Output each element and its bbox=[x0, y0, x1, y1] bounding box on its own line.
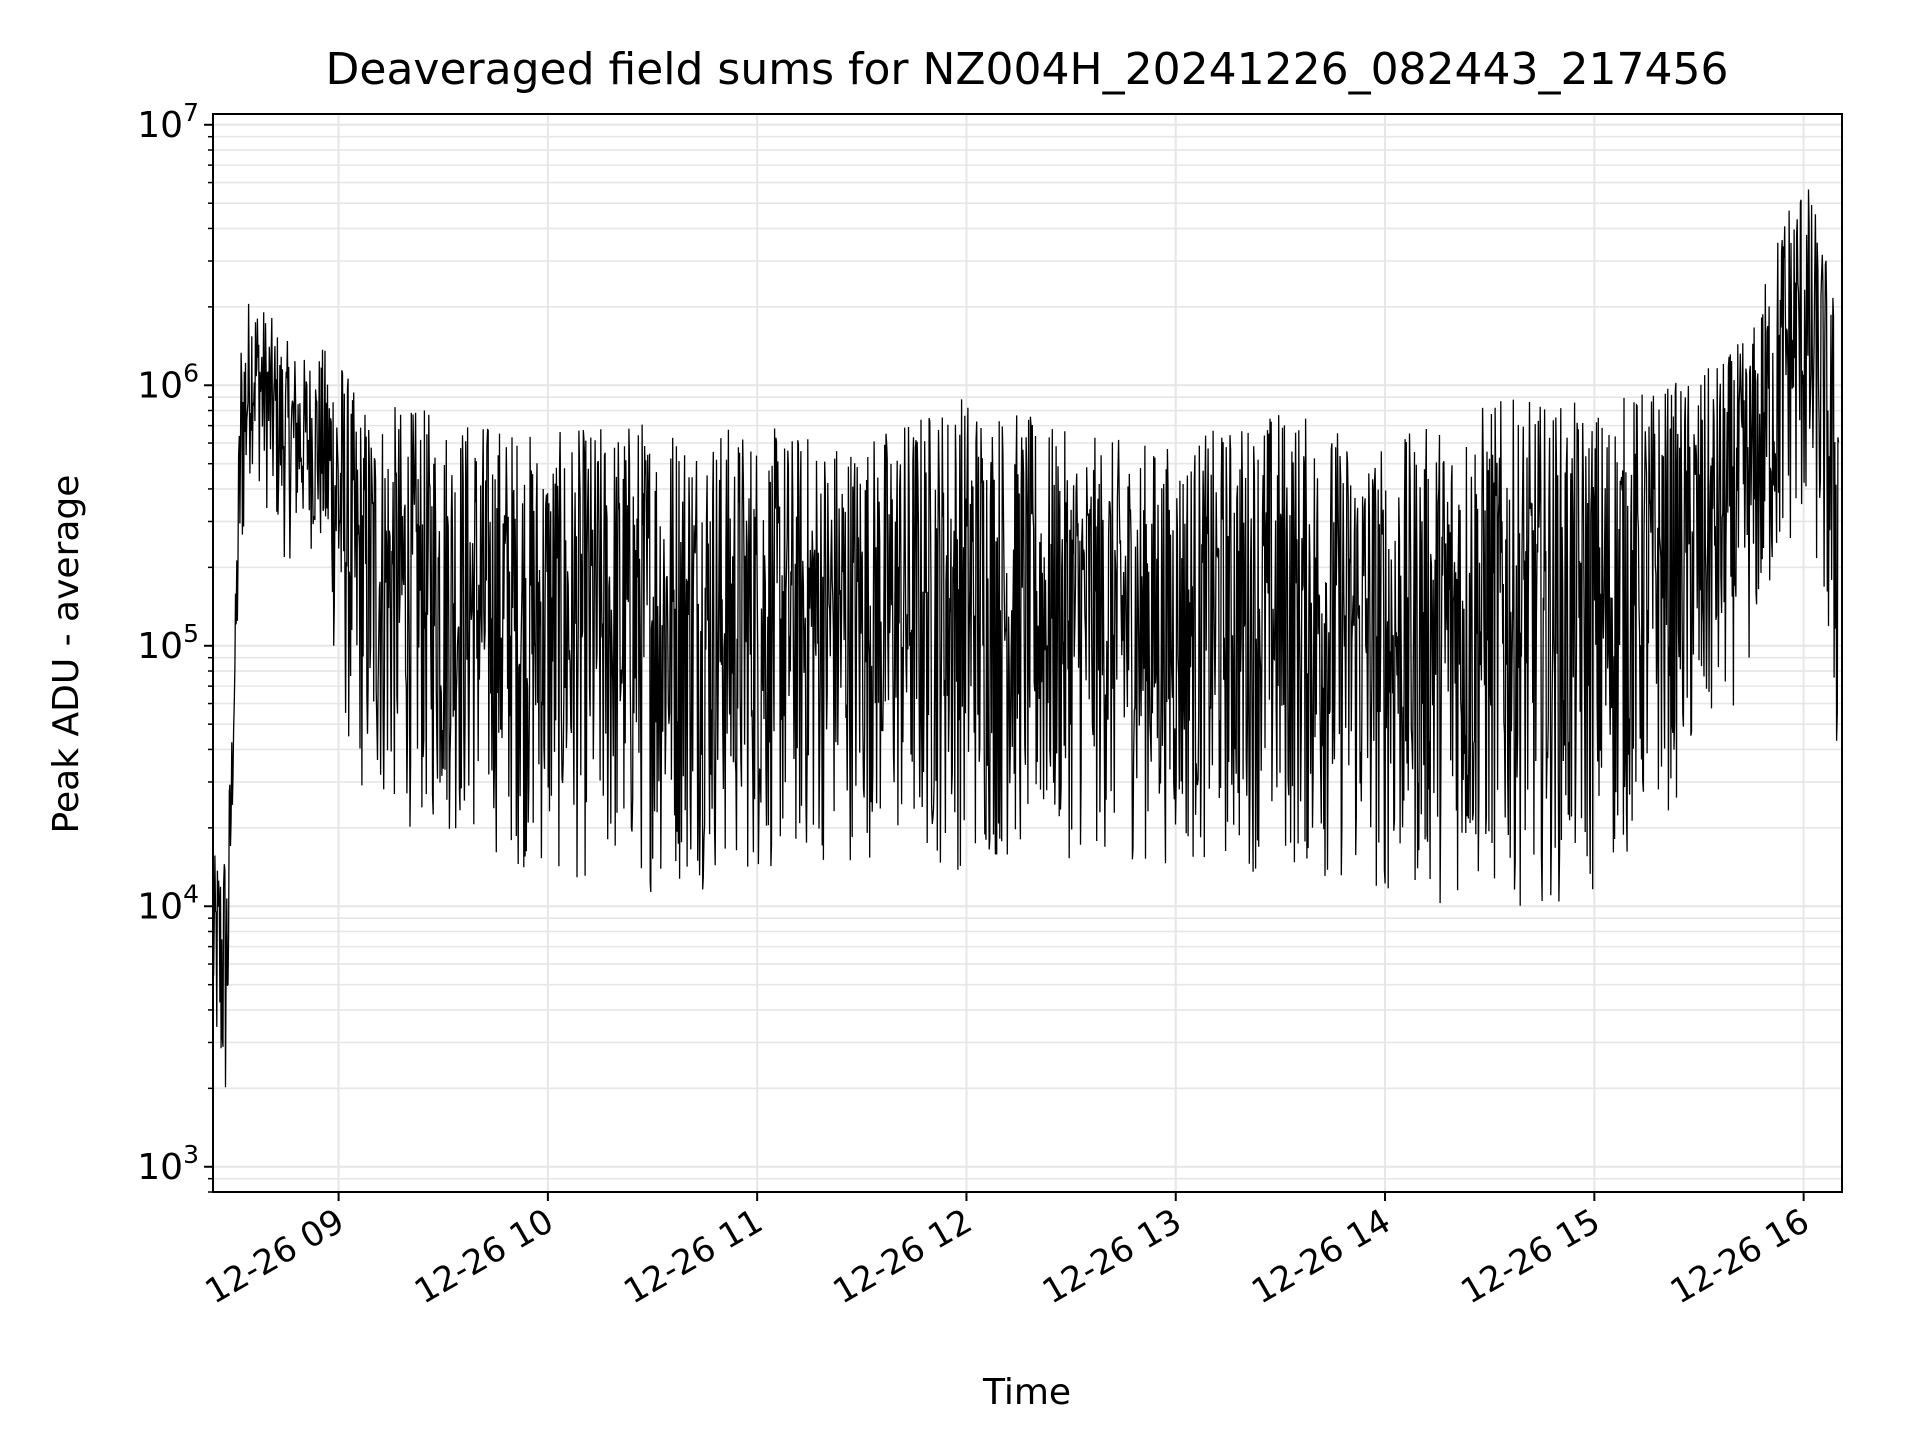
chart-title: Deaveraged field sums for NZ004H_2024122… bbox=[326, 44, 1729, 95]
series-line bbox=[212, 189, 1840, 1088]
y-tick-label: 107 bbox=[137, 98, 199, 146]
x-axis: 12-26 09 12-26 10 12-26 11 12-26 12 12-26 13… bbox=[199, 1192, 1816, 1312]
y-tick-label: 104 bbox=[137, 879, 199, 927]
x-axis-label: Time bbox=[982, 1372, 1071, 1413]
y-tick-label: 103 bbox=[137, 1140, 199, 1188]
x-tick-label: 12-26 15 bbox=[1454, 1201, 1606, 1312]
x-tick-label: 12-26 09 bbox=[199, 1201, 351, 1312]
x-tick-label: 12-26 11 bbox=[617, 1201, 769, 1312]
y-axis-label: Peak ADU - average bbox=[46, 475, 87, 834]
x-tick-label: 12-26 16 bbox=[1664, 1201, 1816, 1312]
x-tick-label: 12-26 14 bbox=[1245, 1201, 1397, 1312]
y-tick-label: 106 bbox=[137, 358, 199, 406]
x-tick-label: 12-26 13 bbox=[1036, 1201, 1188, 1312]
x-tick-label: 12-26 12 bbox=[827, 1201, 979, 1312]
series-line-path bbox=[212, 189, 1840, 1088]
y-tick-label: 105 bbox=[137, 619, 199, 667]
x-tick-label: 12-26 10 bbox=[408, 1201, 560, 1312]
plot-frame bbox=[212, 113, 1843, 1193]
y-axis: 103 104 105 106 107 bbox=[137, 98, 213, 1193]
